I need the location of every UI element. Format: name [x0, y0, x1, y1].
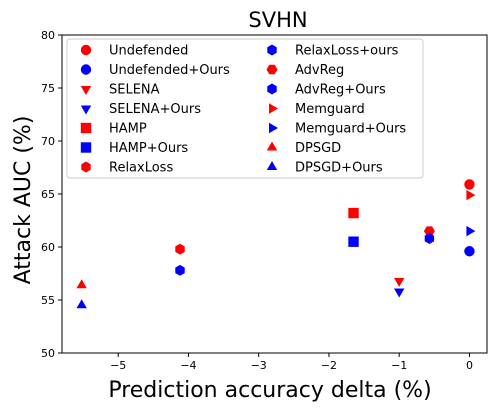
legend-label: HAMP [109, 122, 147, 137]
y-tick-label: 75 [41, 82, 55, 95]
y-tick-label: 60 [41, 241, 55, 254]
legend-marker [80, 64, 92, 75]
data-point [466, 189, 476, 201]
chart-title: SVHN [248, 8, 307, 32]
data-point [175, 243, 185, 255]
legend-label: DPSGD [295, 141, 341, 156]
data-point [394, 288, 405, 298]
legend-box [66, 38, 424, 179]
legend-label: RelaxLoss [109, 161, 173, 176]
data-point [348, 207, 359, 219]
x-tick-label: −5 [110, 359, 126, 372]
x-tick-label: 0 [466, 359, 473, 372]
y-tick-label: 80 [41, 29, 55, 42]
data-point [464, 179, 475, 190]
legend-label: Undefended [109, 44, 188, 59]
data-points [76, 179, 476, 309]
legend-label: AdvReg+Ours [295, 83, 386, 98]
data-point [348, 236, 359, 247]
data-point [76, 279, 87, 289]
data-point [76, 299, 87, 309]
legend-label: SELENA+Ours [109, 102, 201, 117]
legend-marker [269, 103, 278, 114]
x-tick-label: −1 [391, 359, 407, 372]
x-axis-label: Prediction accuracy delta (%) [108, 378, 431, 403]
legend-label: Memguard [295, 102, 365, 117]
data-point [394, 277, 405, 287]
legend: Undefended Undefended+Ours SELENA SELENA+Ou… [66, 38, 424, 179]
data-point [423, 226, 435, 236]
x-axis-ticks: −5 −4 −3 −2 −1 0 [110, 353, 473, 372]
data-point [175, 264, 185, 276]
legend-marker [267, 83, 277, 95]
y-tick-label: 65 [41, 188, 55, 201]
legend-marker [266, 161, 278, 170]
data-point [466, 225, 476, 237]
legend-label: Undefended+Ours [109, 63, 230, 78]
legend-label: SELENA [109, 83, 160, 98]
y-tick-label: 70 [41, 135, 55, 148]
legend-label: DPSGD+Ours [295, 161, 383, 176]
legend-marker [266, 141, 278, 151]
legend-label: AdvReg [295, 63, 344, 78]
x-tick-label: −3 [251, 359, 267, 372]
x-tick-label: −2 [321, 359, 337, 372]
y-axis-ticks: 50 55 60 65 70 75 80 [41, 29, 62, 360]
legend-marker [266, 64, 278, 75]
y-axis-label: Attack AUC (%) [11, 116, 36, 285]
legend-label: HAMP+Ours [109, 141, 188, 156]
legend-marker [80, 142, 92, 153]
y-tick-label: 50 [41, 347, 55, 360]
legend-marker [267, 44, 277, 56]
legend-marker [269, 122, 278, 134]
y-tick-label: 55 [41, 294, 55, 307]
data-point [424, 233, 435, 244]
legend-marker [81, 161, 91, 173]
legend-marker [80, 86, 92, 95]
legend-label: RelaxLoss+ours [295, 44, 399, 59]
data-point [464, 246, 475, 257]
legend-label: Memguard+Ours [295, 122, 406, 137]
legend-marker [80, 105, 92, 115]
x-tick-label: −4 [180, 359, 196, 372]
legend-marker [80, 44, 92, 56]
legend-marker [80, 122, 92, 134]
